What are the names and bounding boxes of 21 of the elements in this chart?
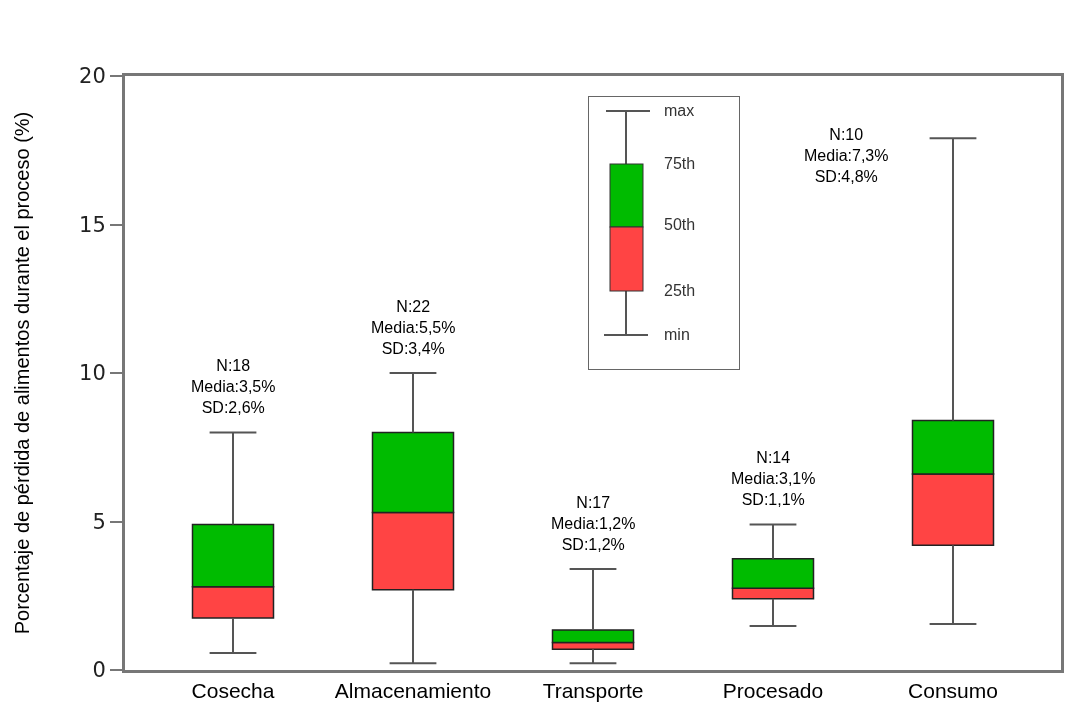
x-tick-label: Cosecha [191,679,275,703]
annotation: N:22 Media:5,5% SD:3,4% [371,298,456,357]
y-axis-title: Porcentaje de pérdida de alimentos durante el proceso (%) [10,111,33,635]
x-tick-label: Almacenamiento [334,679,492,703]
annotation: 75th [664,155,696,173]
y-tick-label: 0 [92,658,106,683]
annotation: N:17 Media:1,2% SD:1,2% [551,494,636,553]
x-tick-label: Consumo [908,679,998,703]
y-tick-label: 5 [92,509,106,534]
annotation: min [664,326,690,344]
annotation: 50th [664,216,696,234]
y-tick-label: 20 [79,64,106,89]
x-tick-label: Transporte [542,679,644,703]
annotation: 25th [664,282,696,300]
y-tick-label: 15 [79,212,106,237]
x-tick-label: Procesado [722,679,824,703]
annotation: N:14 Media:3,1% SD:1,1% [731,449,816,508]
annotation: max [664,102,695,120]
y-tick-label: 10 [79,361,106,386]
annotation: N:18 Media:3,5% SD:2,6% [191,357,276,416]
annotation: N:10 Media:7,3% SD:4,8% [804,126,889,185]
